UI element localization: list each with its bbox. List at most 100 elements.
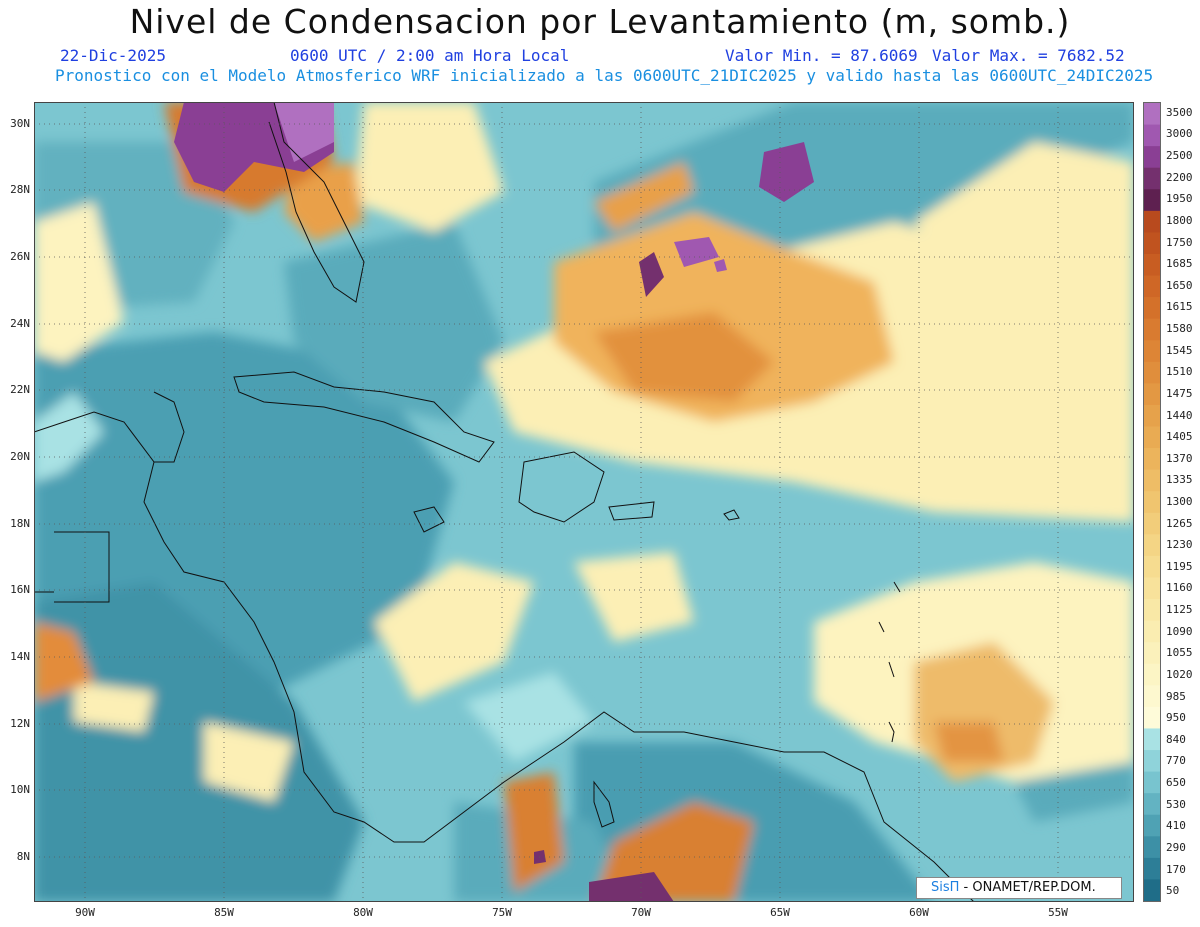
colorbar-label: 1440 [1166,408,1193,422]
lat-label: 18N [10,517,30,530]
colorbar-swatch [1144,253,1160,277]
colorbar-label: 410 [1166,819,1186,833]
colorbar-swatch [1144,146,1160,169]
lon-label: 90W [75,906,95,919]
colorbar-label: 1230 [1166,538,1193,552]
colorbar-swatch [1144,599,1160,622]
colorbar-swatch [1144,383,1160,406]
lon-label: 70W [631,906,651,919]
colorbar-swatch [1144,663,1160,686]
colorbar-label: 530 [1166,797,1186,811]
lon-label: 55W [1048,906,1068,919]
colorbar-swatch [1144,232,1160,255]
colorbar-swatch [1144,275,1160,298]
lat-label: 20N [10,450,30,463]
lat-label: 24N [10,317,30,330]
lat-label: 26N [10,250,30,263]
colorbar-label: 1580 [1166,322,1193,336]
colorbar [1143,102,1161,902]
lat-label: 22N [10,383,30,396]
page-title: Nivel de Condensacion por Levantamiento … [129,2,1071,41]
lat-label: 8N [16,850,30,863]
colorbar-swatch [1144,491,1160,514]
lat-label: 12N [10,717,30,730]
colorbar-label: 1650 [1166,278,1193,292]
colorbar-swatch [1144,124,1160,147]
credit-text: - ONAMET/REP.DOM. [959,880,1096,895]
colorbar-label: 1750 [1166,235,1193,249]
colorbar-label: 1370 [1166,451,1193,465]
colorbar-swatch [1144,426,1160,449]
colorbar-label: 1545 [1166,343,1193,357]
colorbar-swatch [1144,448,1160,471]
coastlines [34,102,975,902]
colorbar-label: 1195 [1166,559,1193,573]
colorbar-swatch [1144,512,1160,535]
colorbar-label: 1685 [1166,257,1193,271]
lon-label: 80W [353,906,373,919]
sispi-logo-text: SisΠ [931,880,960,895]
colorbar-label: 1265 [1166,516,1193,530]
colorbar-label: 3500 [1166,105,1193,119]
model-description: Pronostico con el Modelo Atmosferico WRF… [55,66,1154,85]
colorbar-swatch [1144,577,1160,600]
colorbar-swatch [1144,210,1160,233]
colorbar-label: 290 [1166,840,1186,854]
graticule [34,102,1134,902]
credit-badge: SisΠ - ONAMET/REP.DOM. [916,877,1122,899]
colorbar-swatch [1144,706,1160,729]
colorbar-swatch [1144,318,1160,341]
colorbar-label: 770 [1166,754,1186,768]
colorbar-label: 1510 [1166,365,1193,379]
colorbar-label: 840 [1166,732,1186,746]
colorbar-swatch [1144,728,1160,751]
colorbar-label: 950 [1166,711,1186,725]
colorbar-label: 2500 [1166,149,1193,163]
forecast-date: 22-Dic-2025 [60,46,166,65]
colorbar-label: 2200 [1166,170,1193,184]
colorbar-swatch [1144,642,1160,665]
colorbar-swatch [1144,836,1160,859]
lcl-map [34,102,1134,902]
colorbar-label: 1090 [1166,624,1193,638]
colorbar-label: 170 [1166,862,1186,876]
colorbar-label: 1020 [1166,667,1193,681]
lat-label: 16N [10,583,30,596]
colorbar-label: 985 [1166,689,1186,703]
colorbar-swatch [1144,340,1160,363]
field-shading [34,102,1134,902]
colorbar-swatch [1144,685,1160,708]
lat-label: 10N [10,783,30,796]
lon-label: 75W [492,906,512,919]
lat-label: 30N [10,117,30,130]
lon-label: 60W [909,906,929,919]
colorbar-label: 1335 [1166,473,1193,487]
lon-label: 85W [214,906,234,919]
max-value: Valor Max. = 7682.52 [932,46,1125,65]
colorbar-label: 3000 [1166,127,1193,141]
min-value: Valor Min. = 87.6069 [725,46,918,65]
colorbar-label: 1475 [1166,386,1193,400]
colorbar-label: 650 [1166,776,1186,790]
lat-label: 14N [10,650,30,663]
colorbar-swatch [1144,361,1160,384]
colorbar-swatch [1144,103,1160,126]
colorbar-swatch [1144,793,1160,816]
colorbar-label: 1160 [1166,581,1193,595]
colorbar-swatch [1144,771,1160,794]
colorbar-swatch [1144,879,1160,901]
colorbar-label: 50 [1166,884,1180,898]
colorbar-swatch [1144,534,1160,557]
colorbar-label: 1800 [1166,213,1193,227]
lon-label: 65W [770,906,790,919]
colorbar-label: 1300 [1166,495,1193,508]
colorbar-label: 1055 [1166,646,1193,660]
colorbar-swatch [1144,404,1160,428]
colorbar-swatch [1144,469,1160,492]
colorbar-label: 1615 [1166,300,1193,314]
colorbar-swatch [1144,620,1160,643]
colorbar-swatch [1144,814,1160,837]
lat-label: 28N [10,183,30,196]
colorbar-swatch [1144,857,1160,880]
colorbar-swatch [1144,297,1160,320]
